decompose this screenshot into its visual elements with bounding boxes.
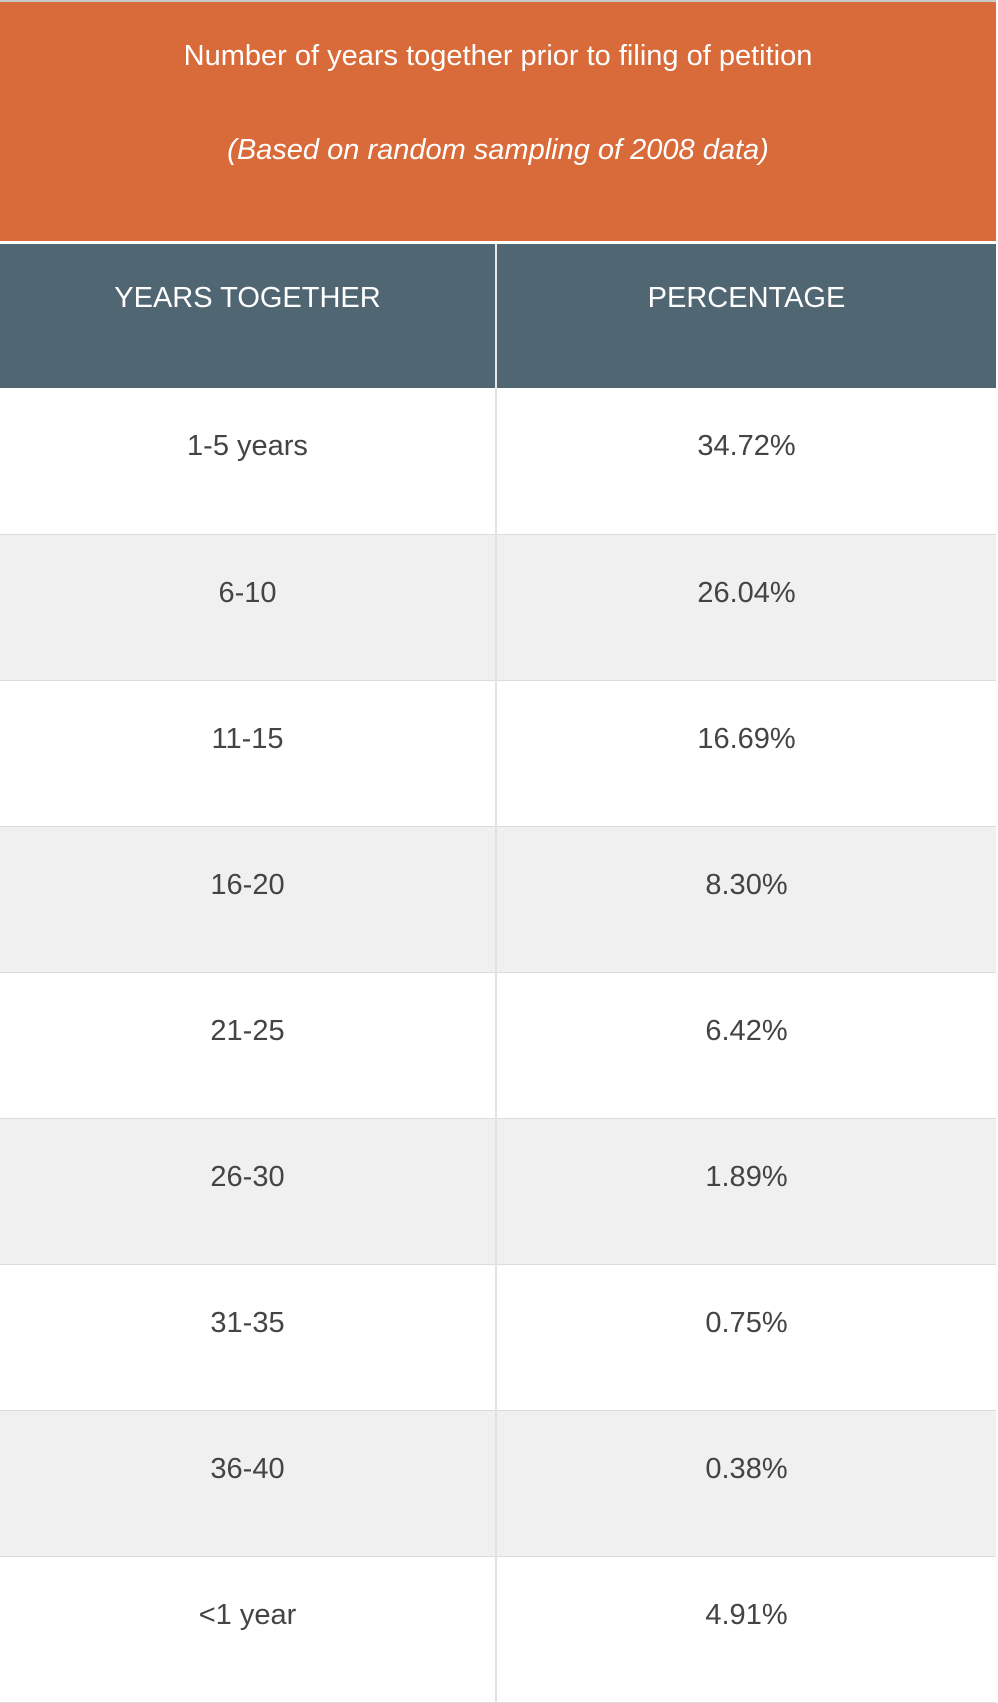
table-cell: 1-5 years [0, 388, 497, 535]
table-row: 6-10 26.04% [0, 534, 996, 681]
table-cell: 26.04% [496, 534, 996, 681]
table-cell: 6.42% [496, 972, 996, 1119]
header-row: YEARS TOGETHER PERCENTAGE [0, 244, 996, 388]
table-row: 36-40 0.38% [0, 1410, 996, 1557]
table-cell: 8.30% [496, 826, 996, 973]
table-title: Number of years together prior to filing… [183, 40, 813, 72]
data-table: YEARS TOGETHER PERCENTAGE 1-5 years 34.72%… [0, 244, 996, 1703]
table-row: 1-5 years 34.72% [0, 388, 996, 535]
table-cell: 16-20 [0, 826, 497, 973]
column-header: PERCENTAGE [496, 244, 996, 388]
table-subtitle: (Based on random sampling of 2008 data) [227, 134, 769, 166]
table-body: 1-5 years 34.72% 6-10 26.04% 11-15 16.69% 16-2… [0, 388, 996, 1703]
table-cell: 34.72% [496, 388, 996, 535]
table-cell: 0.75% [496, 1264, 996, 1411]
table-cell: 6-10 [0, 534, 497, 681]
table-row: 26-30 1.89% [0, 1118, 996, 1265]
table-row: 21-25 6.42% [0, 972, 996, 1119]
table-cell: 21-25 [0, 972, 497, 1119]
table-cell: 26-30 [0, 1118, 497, 1265]
table-cell: 1.89% [496, 1118, 996, 1265]
table-cell: 16.69% [496, 680, 996, 827]
table-cell: 31-35 [0, 1264, 497, 1411]
table-cell: 36-40 [0, 1410, 497, 1557]
table-row: <1 year 4.91% [0, 1556, 996, 1703]
table-cell: 4.91% [496, 1556, 996, 1703]
column-header: YEARS TOGETHER [0, 244, 497, 388]
table-cell: 0.38% [496, 1410, 996, 1557]
table-head: YEARS TOGETHER PERCENTAGE [0, 244, 996, 388]
table-banner: Number of years together prior to filing… [0, 0, 996, 241]
table-cell: 11-15 [0, 680, 497, 827]
table-cell: <1 year [0, 1556, 497, 1703]
table-row: 31-35 0.75% [0, 1264, 996, 1411]
table-row: 11-15 16.69% [0, 680, 996, 827]
table-row: 16-20 8.30% [0, 826, 996, 973]
